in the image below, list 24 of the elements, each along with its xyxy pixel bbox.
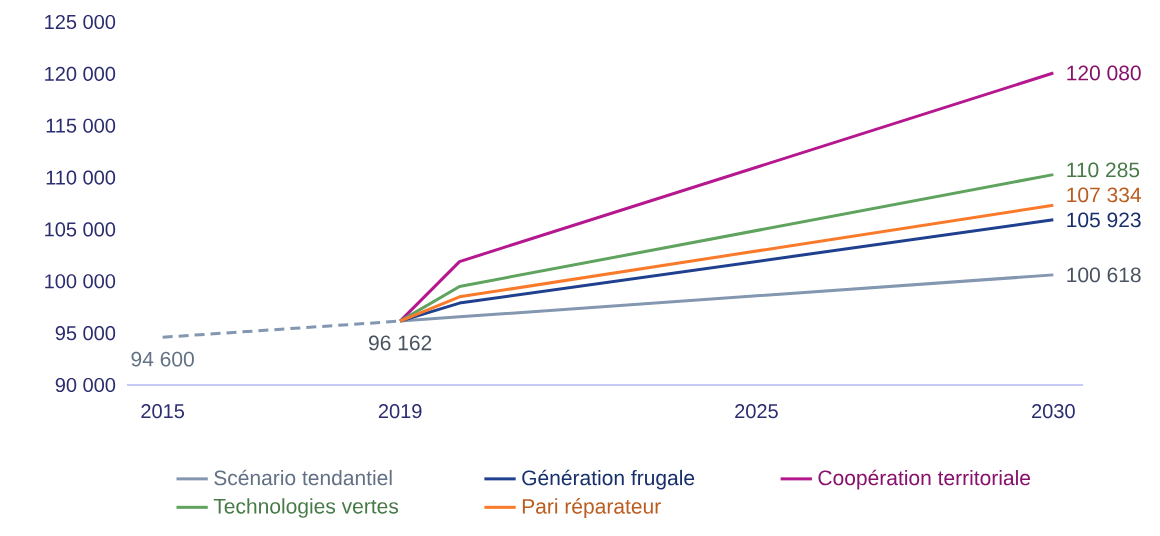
y-tick-label: 120 000 [45,66,116,81]
data-label: 110 285 [1067,162,1140,178]
y-tick-label: 90 000 [55,377,116,393]
y-tick-label: 110 000 [46,170,116,185]
y-tick-label: 105 000 [45,222,116,237]
y-tick-label: 95 000 [55,326,116,341]
x-tick-label: 2015 [141,404,185,419]
legend-label: Technologies vertes [213,498,399,518]
data-label: 94 600 [131,351,194,367]
x-tick-label: 2019 [378,404,422,419]
legend-label: Scénario tendantiel [214,469,392,486]
y-tick-label: 115 000 [46,118,116,133]
data-label: 120 080 [1067,65,1141,81]
x-tick-label: 2030 [1032,404,1075,419]
x-tick-label: 2025 [735,404,778,419]
data-label: 105 923 [1067,212,1141,228]
legend-label: Pari réparateur [522,498,661,518]
y-tick-label: 100 000 [45,274,116,289]
data-label: 107 334 [1067,187,1141,203]
y-tick-label: 125 000 [45,14,116,30]
legend-label: Génération frugale [522,469,695,490]
data-label: 100 618 [1067,267,1141,283]
data-label: 96 162 [369,335,432,351]
legend-label: Coopération territoriale [818,469,1031,490]
